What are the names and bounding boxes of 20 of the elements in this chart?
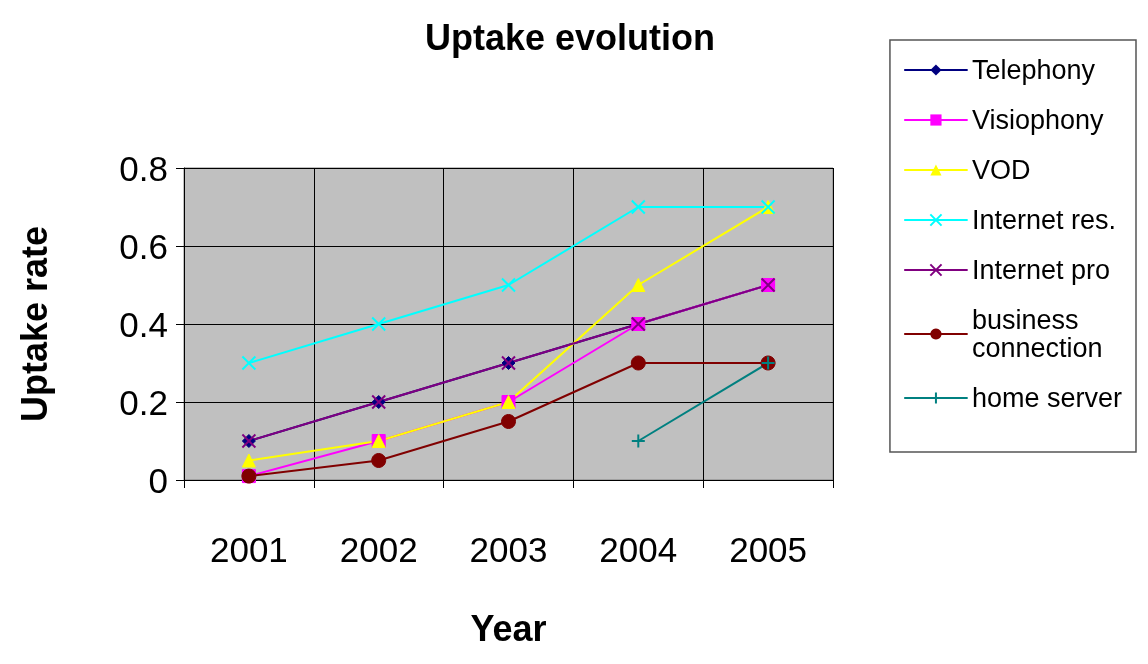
y-tick-label: 0.6: [119, 226, 168, 266]
x-tick-label: 2003: [469, 530, 548, 569]
legend-label: Telephony: [971, 55, 1096, 85]
legend-label: home server: [971, 383, 1123, 413]
x-tick-label: 2002: [339, 530, 418, 569]
y-tick-label: 0: [148, 460, 168, 500]
x-tick-label: 2004: [599, 530, 678, 569]
legend-label: Internet res.: [971, 205, 1117, 235]
chart-title: Uptake evolution: [424, 16, 716, 58]
y-axis-title: Uptake rate: [13, 225, 55, 423]
legend-label: business connection: [971, 305, 1103, 363]
y-tick-label: 0.2: [119, 382, 168, 422]
x-tick-label: 2005: [729, 530, 808, 569]
legend-label: VOD: [971, 155, 1031, 185]
x-tick-label: 2001: [209, 530, 288, 569]
y-tick-label: 0.8: [119, 148, 168, 188]
legend-label: Visiophony: [971, 105, 1105, 135]
y-tick-label: 0.4: [119, 304, 168, 344]
legend-label: Internet pro: [971, 255, 1111, 285]
x-axis-title: Year: [470, 607, 547, 649]
